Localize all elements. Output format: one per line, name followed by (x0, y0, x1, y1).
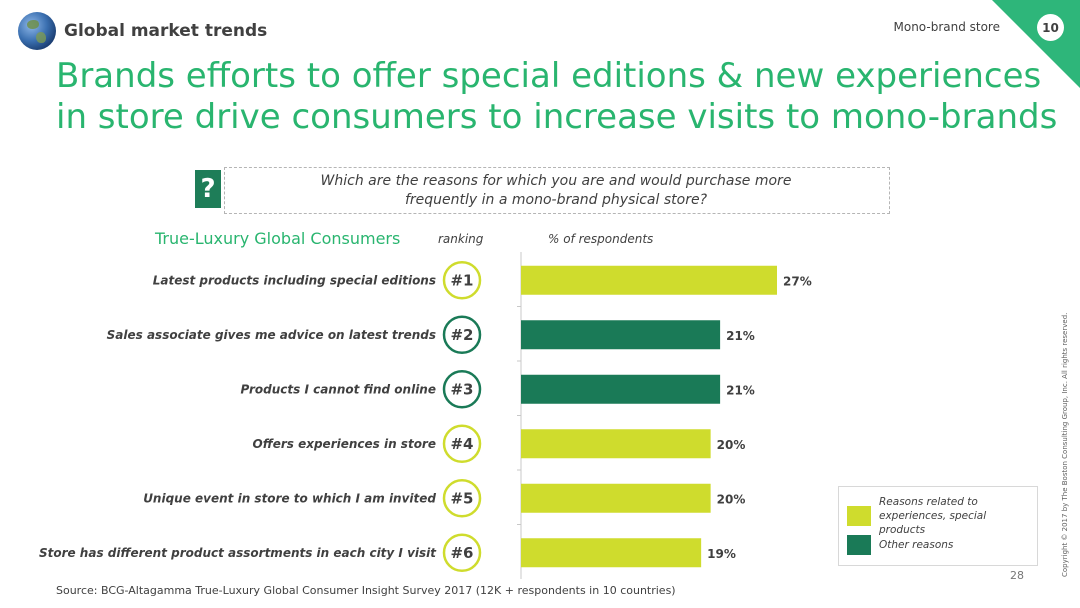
legend-label: Reasons related to experiences, special … (879, 495, 1035, 537)
value-label: 19% (707, 547, 736, 561)
question-text: Which are the reasons for which you are … (224, 172, 888, 210)
legend-label-line: experiences, special products (879, 510, 987, 536)
rank-circle (442, 370, 482, 409)
globe-land-shape (36, 32, 46, 43)
category-label: Latest products including special editio… (153, 273, 436, 287)
corner-number-badge: 10 (1037, 14, 1064, 41)
slide-title: Brands efforts to offer special editions… (56, 56, 1058, 137)
question-box (224, 167, 890, 214)
chart-subhead: True-Luxury Global Consumers (155, 229, 401, 248)
source-note: Source: BCG-Altagamma True-Luxury Global… (56, 584, 676, 597)
section-title: Global market trends (64, 21, 268, 41)
ranking-column-label: ranking (438, 232, 484, 246)
page-number: 28 (1010, 569, 1024, 582)
rank-label: #5 (450, 489, 473, 507)
category-label: Store has different product assortments … (39, 546, 437, 560)
legend-label-line: Other reasons (879, 539, 954, 551)
bar (521, 374, 721, 404)
legend-item-experience: Reasons related to experiences, special … (847, 495, 1035, 537)
globe-logo-icon (18, 12, 56, 50)
globe-land-shape (27, 20, 39, 29)
legend-item-other: Other reasons (847, 535, 1035, 555)
copyright-note: Copyright © 2017 by The Boston Consultin… (1061, 312, 1069, 577)
rank-label: #4 (450, 435, 473, 453)
rank-circle (442, 424, 482, 463)
value-label: 20% (717, 438, 746, 452)
category-label: Sales associate gives me advice on lates… (107, 328, 436, 342)
rank-circle (442, 315, 482, 354)
value-label: 20% (717, 492, 746, 506)
bar (521, 320, 721, 350)
rank-circle (442, 479, 482, 518)
question-mark-icon: ? (195, 170, 221, 208)
category-label: Offers experiences in store (253, 437, 436, 451)
rank-label: #6 (450, 544, 473, 562)
bar (521, 483, 711, 513)
bar (521, 265, 777, 295)
rank-label: #1 (450, 271, 473, 289)
corner-triangle (992, 0, 1080, 88)
percent-column-label: % of respondents (548, 232, 654, 246)
category-label: Unique event in store to which I am invi… (143, 491, 436, 505)
legend-swatch-other (847, 535, 871, 555)
question-text-line: Which are the reasons for which you are … (320, 173, 792, 189)
bar (521, 429, 711, 459)
rank-circle (442, 533, 482, 572)
value-label: 21% (726, 329, 755, 343)
rank-label: #3 (450, 380, 473, 398)
legend-label: Other reasons (879, 538, 1035, 552)
legend-swatch-experience (847, 506, 871, 526)
corner-label: Mono-brand store (893, 20, 1001, 34)
question-text-line: frequently in a mono-brand physical stor… (404, 192, 708, 208)
bar (521, 538, 702, 568)
rank-label: #2 (450, 326, 473, 344)
value-label: 27% (783, 274, 812, 288)
category-label: Products I cannot find online (241, 382, 436, 396)
legend-label-line: Reasons related to (879, 496, 978, 508)
value-label: 21% (726, 383, 755, 397)
rank-circle (442, 261, 482, 300)
chart-legend: Reasons related to experiences, special … (838, 486, 1038, 566)
